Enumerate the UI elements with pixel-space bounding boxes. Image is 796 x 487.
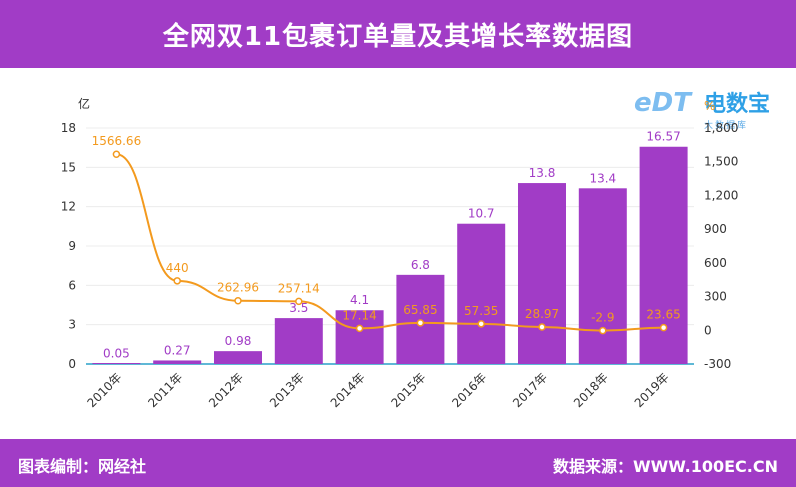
right-tick-label: 300 [704, 290, 727, 304]
line-point [112, 150, 121, 158]
left-tick-label: 6 [68, 278, 76, 292]
bar-value-label: 16.57 [646, 130, 680, 144]
bar [153, 360, 202, 364]
line-point [416, 319, 425, 327]
x-tick-label: 2011年 [145, 370, 185, 410]
logo-mark: eDT [634, 88, 691, 118]
line-value-label: 17.14 [342, 308, 376, 322]
bar [639, 146, 688, 364]
left-tick-label: 15 [61, 160, 76, 174]
bar [274, 318, 323, 364]
bar-value-label: 10.7 [468, 207, 495, 221]
line-point [477, 320, 485, 328]
bar [518, 183, 566, 364]
x-tick-label: 2018年 [571, 370, 611, 410]
x-tick-label: 2019年 [632, 370, 672, 410]
chart-header: 全网双11包裹订单量及其增长率数据图 [0, 0, 796, 68]
left-tick-label: 12 [61, 200, 76, 214]
line-value-label: -2.9 [591, 311, 614, 325]
left-tick-label: 3 [68, 318, 76, 332]
chart-title: 全网双11包裹订单量及其增长率数据图 [162, 21, 634, 52]
x-tick-label: 2016年 [449, 370, 489, 410]
right-tick-label: 0 [704, 323, 712, 337]
right-tick-label: 600 [704, 256, 727, 270]
bar-value-label: 0.05 [103, 346, 130, 360]
right-tick-label: 1,500 [704, 155, 738, 169]
x-tick-label: 2015年 [389, 370, 429, 410]
line-point [538, 323, 546, 331]
line-value-label: 57.35 [464, 304, 498, 318]
line-point [173, 277, 181, 285]
bar-value-label: 13.4 [589, 171, 616, 185]
line-point [599, 326, 607, 335]
footer-credit: 图表编制：网经社 [18, 457, 147, 476]
line-value-label: 257.14 [278, 281, 320, 295]
line-value-label: 28.97 [525, 307, 559, 321]
x-tick-label: 2013年 [267, 370, 307, 410]
right-tick-label: 1,200 [704, 188, 738, 202]
chart-footer: 图表编制：网经社 数据来源：WWW.100EC.CN [0, 439, 796, 487]
bar-value-label: 6.8 [411, 258, 430, 272]
logo: eDT 电数宝 大数据库 [628, 74, 778, 134]
bar-value-label: 13.8 [529, 166, 556, 180]
combo-chart: 0 3 6 9 12 15 18亿 -300 0 300 600 900 1,200 1,500 1,800… [61, 96, 739, 410]
bar [457, 223, 506, 364]
bar-value-label: 0.98 [225, 334, 252, 348]
right-tick-label: 1,800 [704, 121, 738, 135]
right-axis-unit: % [704, 99, 715, 113]
line-value-label: 440 [166, 261, 189, 275]
bar [578, 188, 627, 364]
right-tick-label: -300 [704, 357, 731, 371]
x-tick-label: 2012年 [206, 370, 246, 410]
footer-source: 数据来源：WWW.100EC.CN [552, 457, 778, 476]
line-point [659, 323, 668, 332]
bar [214, 351, 262, 364]
left-axis-unit: 亿 [78, 96, 90, 111]
line-point [295, 297, 303, 306]
bar [92, 363, 141, 364]
left-tick-label: 18 [61, 121, 76, 135]
line-value-label: 262.96 [217, 281, 259, 295]
line-point [355, 324, 364, 333]
bar-value-label: 3.5 [289, 301, 308, 315]
bar-value-label: 0.27 [164, 343, 191, 357]
line-point [234, 296, 242, 305]
line-value-label: 65.85 [403, 303, 437, 317]
left-tick-label: 0 [68, 357, 76, 371]
logo-brand: 电数宝 [704, 92, 771, 117]
x-tick-label: 2014年 [328, 370, 368, 410]
line-value-label: 1566.66 [92, 134, 142, 148]
logo-subtitle: 大数据库 [704, 121, 749, 131]
bar [335, 310, 384, 364]
line-value-label: 23.65 [646, 308, 680, 322]
x-tick-label: 2010年 [85, 370, 125, 410]
left-tick-label: 9 [68, 239, 76, 253]
x-tick-label: 2017年 [510, 370, 550, 410]
bar-value-label: 4.1 [350, 293, 369, 307]
right-tick-label: 900 [704, 222, 727, 236]
